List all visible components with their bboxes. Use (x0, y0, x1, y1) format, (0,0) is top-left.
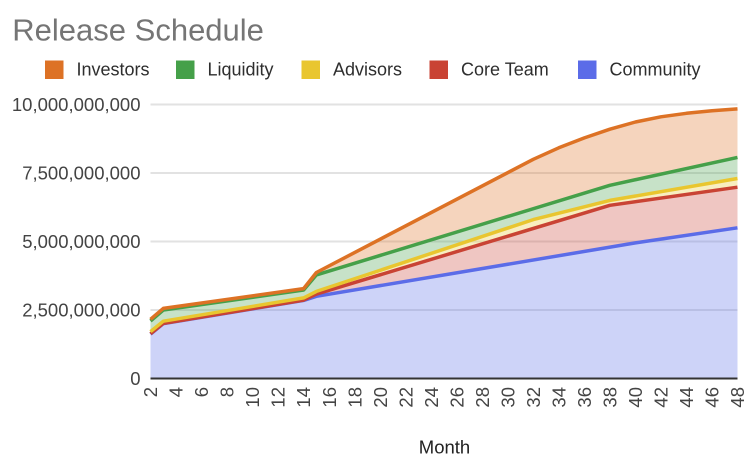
svg-text:16: 16 (319, 387, 340, 408)
svg-text:Month: Month (419, 437, 470, 458)
svg-text:10,000,000,000: 10,000,000,000 (12, 94, 141, 115)
svg-text:4: 4 (166, 387, 187, 397)
svg-text:42: 42 (651, 387, 672, 408)
svg-text:32: 32 (523, 387, 544, 408)
svg-text:36: 36 (574, 387, 595, 408)
svg-text:Release Schedule: Release Schedule (12, 12, 264, 47)
svg-text:22: 22 (395, 387, 416, 408)
svg-text:28: 28 (472, 387, 493, 408)
svg-text:2,500,000,000: 2,500,000,000 (22, 300, 140, 321)
svg-text:8: 8 (217, 387, 238, 397)
svg-text:Core Team: Core Team (461, 60, 549, 80)
svg-text:Liquidity: Liquidity (208, 60, 274, 80)
svg-text:20: 20 (370, 387, 391, 408)
svg-text:30: 30 (497, 387, 518, 408)
svg-text:12: 12 (268, 387, 289, 408)
svg-text:Advisors: Advisors (333, 60, 402, 80)
svg-text:48: 48 (727, 387, 748, 408)
svg-text:5,000,000,000: 5,000,000,000 (22, 231, 140, 252)
svg-text:40: 40 (625, 387, 646, 408)
svg-text:2: 2 (140, 387, 161, 397)
svg-text:Community: Community (610, 60, 701, 80)
svg-text:34: 34 (548, 387, 569, 408)
svg-text:26: 26 (446, 387, 467, 408)
svg-text:6: 6 (191, 387, 212, 397)
svg-text:38: 38 (600, 387, 621, 408)
svg-text:18: 18 (344, 387, 365, 408)
svg-text:46: 46 (702, 387, 723, 408)
svg-text:14: 14 (293, 387, 314, 408)
svg-text:24: 24 (421, 387, 442, 408)
svg-text:44: 44 (676, 387, 697, 408)
svg-text:0: 0 (130, 368, 140, 389)
svg-text:7,500,000,000: 7,500,000,000 (22, 163, 140, 184)
svg-text:Investors: Investors (77, 60, 150, 80)
svg-text:10: 10 (242, 387, 263, 408)
